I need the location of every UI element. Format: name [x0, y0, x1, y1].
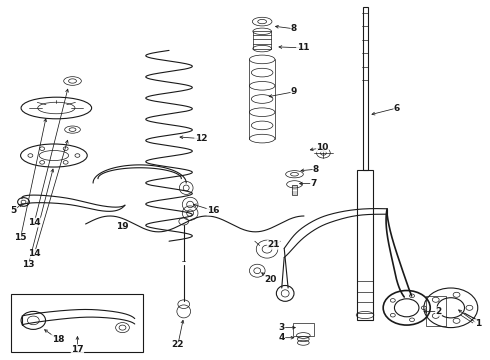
Text: 18: 18 [51, 335, 64, 343]
Text: 11: 11 [296, 43, 309, 52]
Text: 20: 20 [264, 274, 277, 284]
Bar [293, 323, 314, 336]
Text: 13: 13 [22, 260, 35, 269]
Text: 1: 1 [475, 320, 481, 328]
Text: 2: 2 [436, 307, 441, 316]
Bar [363, 7, 368, 170]
Text: 15: 15 [14, 233, 27, 242]
Text: 4: 4 [278, 333, 285, 342]
Text: 3: 3 [279, 323, 285, 332]
Text: 8: 8 [313, 165, 319, 174]
Text: 14: 14 [28, 218, 41, 227]
Text: 9: 9 [291, 87, 297, 96]
Text: 19: 19 [116, 222, 129, 231]
Text: 22: 22 [172, 341, 184, 349]
Text: 8: 8 [291, 24, 297, 33]
Text: 17: 17 [71, 345, 84, 354]
Text: 7: 7 [310, 179, 317, 188]
Text: 5: 5 [11, 206, 17, 215]
Bar [11, 294, 143, 352]
Text: 14: 14 [28, 249, 41, 258]
Text: 6: 6 [394, 104, 400, 112]
Bar [426, 296, 446, 326]
Text: 21: 21 [267, 240, 280, 249]
Bar [253, 31, 271, 49]
Bar [357, 170, 373, 320]
Text: 12: 12 [195, 134, 207, 143]
Bar [292, 185, 297, 195]
Text: 16: 16 [207, 206, 220, 215]
Text: 10: 10 [316, 143, 329, 152]
